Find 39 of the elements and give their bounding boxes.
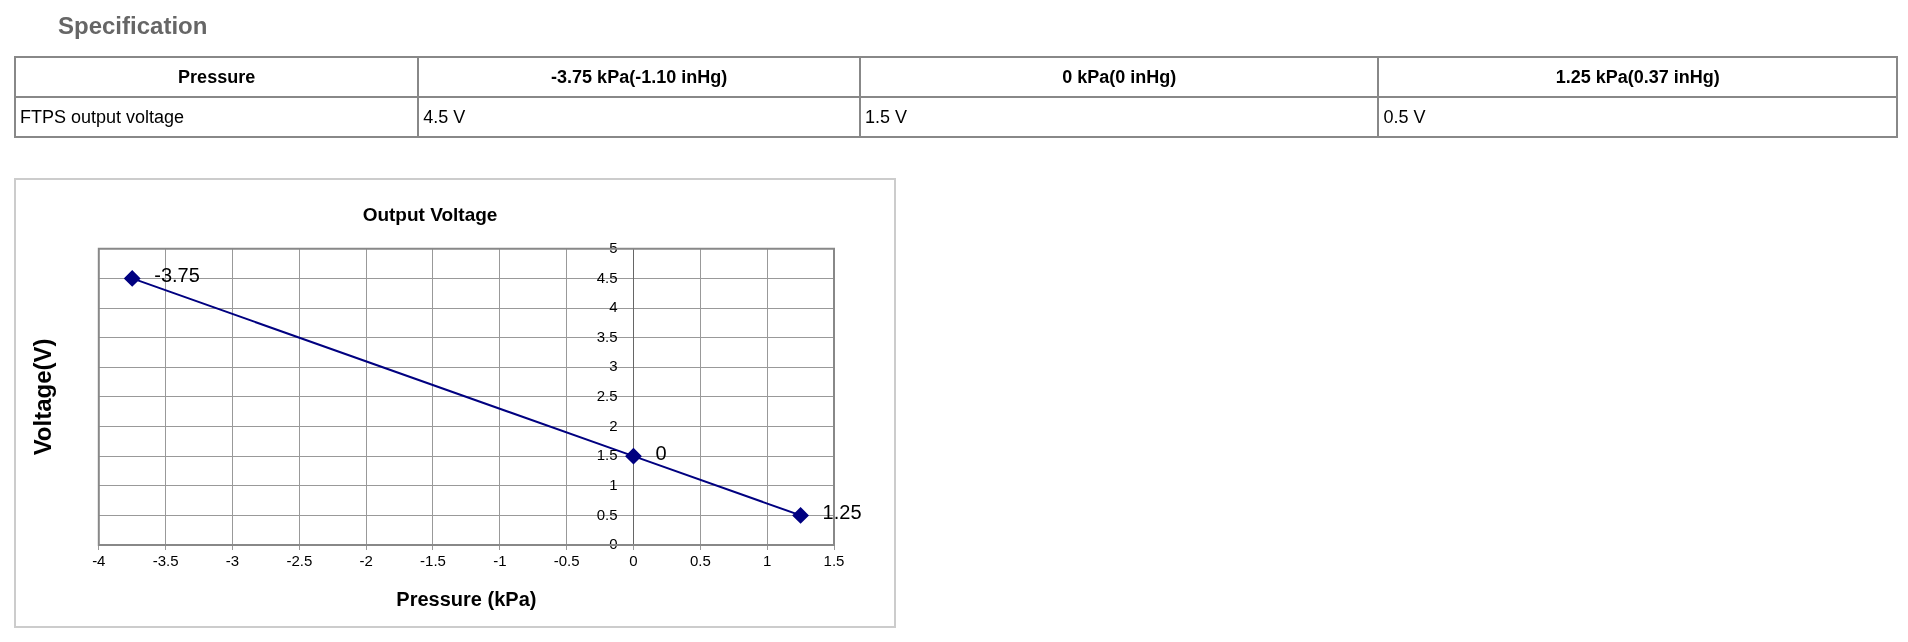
annotation: -3.75 (154, 263, 200, 286)
x-tick-label: -2.5 (286, 552, 313, 570)
text: 1.5 V (859, 97, 1379, 137)
x-tick-label: -4 (92, 552, 106, 570)
y-tick-label: 3 (609, 357, 618, 375)
point (124, 270, 141, 287)
text: -3.75 kPa(-1.10 inHg) (418, 57, 860, 97)
x-tick-label: 0 (629, 552, 638, 570)
point (792, 507, 809, 524)
x-tick-label: -3 (225, 552, 240, 570)
text: 0.5 V (1378, 97, 1897, 137)
point (625, 448, 642, 465)
text: 0 kPa(0 inHg) (859, 57, 1379, 97)
x-tick-label: -0.5 (553, 552, 580, 570)
y-tick-label: 4 (609, 298, 618, 316)
text: 1.25 kPa(0.37 inHg) (1378, 57, 1897, 97)
text: Pressure (15, 57, 419, 97)
x-tick-label: -3.5 (152, 552, 179, 570)
x-tick-label: 0.5 (689, 552, 711, 570)
x-tick-label: -1.5 (420, 552, 446, 570)
x-tick-label: -2 (359, 552, 373, 570)
x-tick-label: -1 (493, 552, 507, 570)
chart-title: Output Voltage (362, 203, 498, 225)
y-tick-label: 1.5 (596, 446, 618, 464)
annotation: 1.25 (822, 500, 862, 523)
y-tick-label: 1 (609, 475, 618, 493)
text: 4.5 V (418, 97, 860, 137)
text: FTPS output voltage (15, 97, 419, 137)
y-tick-label: 2 (609, 416, 618, 434)
y-tick-label: 0.5 (596, 505, 618, 523)
y-tick-label: 3.5 (596, 327, 618, 345)
x-axis-title: Pressure (kPa) (396, 587, 537, 610)
y-tick-label: 2.5 (596, 387, 618, 405)
x-tick-label: 1.5 (823, 552, 845, 570)
y-axis-title: Voltage(V) (29, 338, 57, 456)
x-tick-label: 1 (762, 552, 772, 570)
annotation: 0 (655, 441, 667, 464)
y-tick-label: 4.5 (596, 268, 618, 286)
text: Specification (58, 12, 209, 41)
